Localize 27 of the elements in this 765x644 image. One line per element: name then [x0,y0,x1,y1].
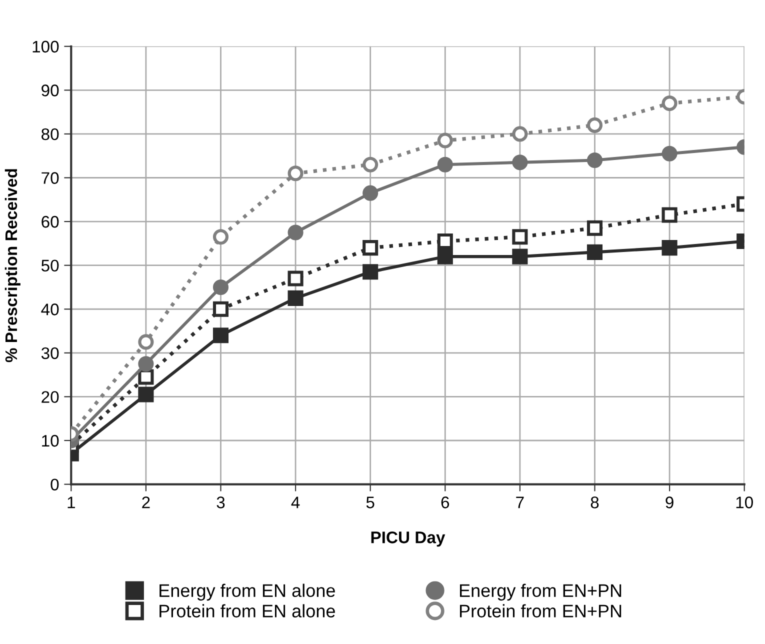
x-tick-label: 2 [142,496,150,508]
x-tick-label: 5 [366,496,374,508]
x-tick-label: 9 [666,496,674,508]
y-tick-label: 40 [41,304,59,316]
x-tick-label: 4 [291,496,300,508]
y-tick-label: 30 [41,347,59,360]
legend-label: Protein from EN alone [160,604,335,618]
y-tick-label: 10 [42,434,59,447]
y-tick-label: 50 [41,260,59,272]
y-tick-label: 20 [42,391,59,403]
x-tick-label: 7 [516,496,524,508]
legend-label: Energy from EN alone [160,584,335,601]
x-tick-label: 8 [590,496,599,508]
y-tick-label: 90 [42,84,59,96]
y-axis-title: % Prescription Received [4,169,20,362]
y-tick-label: 70 [42,172,59,184]
y-tick-label: 100 [32,40,59,53]
x-tick-label: 10 [736,496,753,508]
y-tick-label: 0 [50,478,59,490]
legend-label: Protein from EN+PN [460,604,622,618]
y-tick-label: 60 [42,216,59,228]
y-tick-label: 80 [42,128,59,140]
x-tick-label: 6 [441,496,450,508]
x-tick-label: 3 [216,496,225,508]
x-axis-title: PICU Day [371,532,446,547]
legend-label: Energy from EN+PN [460,584,622,601]
x-tick-label: 1 [68,496,75,508]
